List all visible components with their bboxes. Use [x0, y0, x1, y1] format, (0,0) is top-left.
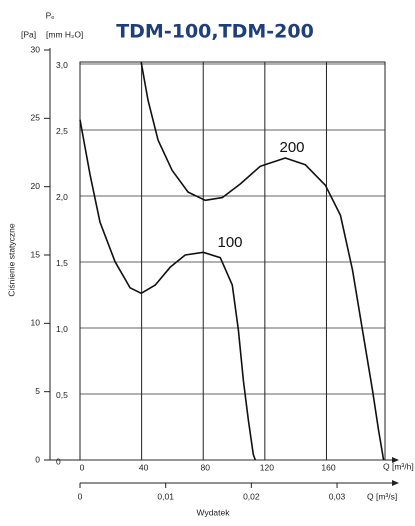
x2-tick-label: 0,01 [157, 491, 174, 501]
x-label: Q [m³/h] [383, 461, 414, 471]
x2-label: Q [m³/s] [367, 491, 397, 501]
x2-tick-label: 0,03 [329, 491, 346, 501]
curve [79, 119, 257, 461]
chart-title: TDM-100,TDM-200 [116, 21, 314, 43]
y-tick-label: 20 [31, 181, 41, 191]
y-tick-label: 30 [31, 44, 41, 54]
curve [140, 62, 385, 461]
x-tick-label: 80 [200, 462, 210, 472]
x-tick-label: 40 [139, 462, 149, 472]
x-tick-label: 160 [321, 462, 335, 472]
x2-tick-label: 0 [78, 491, 83, 501]
y2-tick-label: 2,5 [56, 126, 68, 136]
x-tick-label: 120 [260, 462, 274, 472]
y-tick-label: 0 [35, 454, 40, 464]
y2-tick-label: 3,0 [56, 60, 68, 70]
y2-tick-label: 1,0 [56, 324, 68, 334]
y2-tick-label: 0,5 [56, 390, 68, 400]
y-label-symbol: Pₑ [46, 10, 55, 20]
y2-tick-label: 0 [56, 456, 61, 466]
x-title: Wydatek [197, 507, 231, 517]
y2-tick-label: 1,5 [56, 258, 68, 268]
x-axis-arrow [392, 457, 399, 463]
y-label-unit: [Pa] [21, 29, 36, 39]
curve-label: 200 [279, 139, 304, 156]
y-tick-label: 5 [35, 386, 40, 396]
y-tick-label: 25 [31, 113, 41, 123]
y2-tick-label: 2,0 [56, 192, 68, 202]
curve-label: 100 [217, 234, 242, 251]
y-tick-label: 10 [31, 318, 41, 328]
y2-label-unit: [mm H₂O] [46, 29, 83, 39]
x2-tick-label: 0,02 [243, 491, 260, 501]
x2-axis-arrow [392, 480, 399, 486]
y-title: Ciśnienie statyczne [6, 223, 16, 297]
y-tick-label: 15 [31, 249, 41, 259]
x-tick-label: 0 [80, 462, 85, 472]
plot-frame [79, 61, 386, 461]
